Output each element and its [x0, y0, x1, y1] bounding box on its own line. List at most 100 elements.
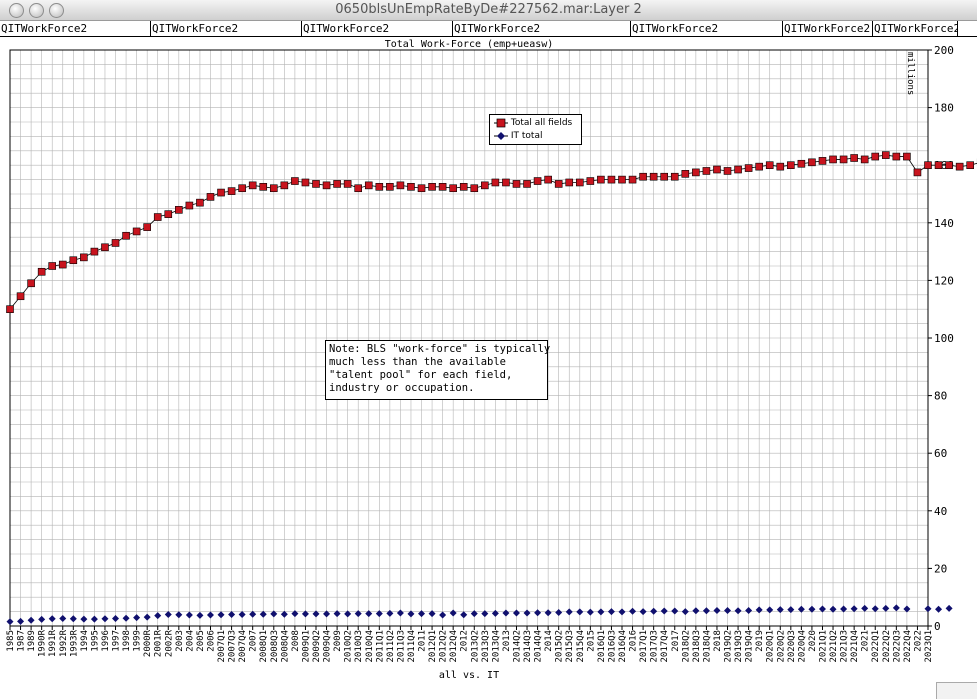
- data-point: [364, 181, 373, 190]
- legend-square-marker-icon: [494, 118, 508, 127]
- x-tick-label: 2014: [544, 630, 554, 652]
- data-point: [692, 168, 700, 177]
- chart-legend: Total all fields IT total: [489, 114, 582, 145]
- data-point: [37, 267, 46, 276]
- layer-tab-1[interactable]: QITWorkForce2: [0, 21, 151, 36]
- x-tick-label: 1999: [133, 630, 143, 652]
- data-point: [80, 615, 88, 623]
- layer-tab-6[interactable]: QITWorkForce2: [783, 21, 873, 36]
- chart-title: Total Work-Force (emp+ueasw): [385, 39, 554, 50]
- x-tick-label: 2012Q4: [449, 630, 459, 663]
- data-point: [544, 175, 552, 184]
- data-point: [333, 180, 341, 188]
- data-point: [438, 183, 447, 191]
- data-point: [892, 604, 900, 612]
- data-point: [766, 606, 774, 614]
- data-point: [365, 610, 373, 618]
- data-point: [344, 610, 352, 618]
- x-tick-label: 2011Q3: [396, 630, 406, 663]
- window-titlebar: 0650blsUnEmpRateByDe#227562.mar:Layer 2: [0, 0, 977, 21]
- data-point: [460, 611, 468, 619]
- data-point: [122, 614, 130, 622]
- data-point: [724, 606, 732, 614]
- legend-label-total: Total all fields: [510, 118, 573, 128]
- data-point: [228, 610, 236, 618]
- y-tick-label: 180: [934, 102, 954, 115]
- y-tick-label: 140: [934, 217, 954, 230]
- layer-tab-bar: QITWorkForce2 QITWorkForce2 QITWorkForce…: [0, 21, 977, 37]
- x-tick-label: 2015: [586, 630, 596, 652]
- data-point: [291, 177, 299, 185]
- data-point: [153, 213, 162, 221]
- data-point: [175, 611, 183, 619]
- y-tick-label: 100: [934, 332, 954, 345]
- data-point: [259, 610, 267, 618]
- close-window-button[interactable]: [9, 3, 24, 18]
- zoom-window-button[interactable]: [49, 3, 64, 18]
- data-point: [744, 164, 753, 172]
- data-point: [512, 180, 521, 188]
- x-tick-label: 2022Q1: [871, 630, 881, 663]
- data-point: [428, 610, 436, 618]
- x-tick-label: 2011Q4: [407, 630, 417, 663]
- data-point: [439, 611, 447, 619]
- legend-entry-total: Total all fields: [494, 117, 572, 129]
- x-tick-label: 2016: [629, 630, 639, 652]
- data-point: [797, 159, 806, 168]
- x-tick-label: 2022Q4: [903, 630, 913, 663]
- data-point: [27, 279, 35, 288]
- data-point: [111, 239, 120, 247]
- data-point: [143, 223, 151, 231]
- data-point: [945, 161, 953, 169]
- x-tick-labels: 1985 1987 1989 1990R 1991R 1992R 1993R 1994 1995…: [6, 626, 934, 663]
- x-tick-label: 2015Q3: [565, 630, 575, 663]
- data-point: [629, 607, 637, 615]
- layer-tab-7[interactable]: QITWorkForce2: [874, 21, 958, 36]
- data-point: [333, 610, 341, 618]
- layer-tab-3[interactable]: QITWorkForce2: [302, 21, 453, 36]
- data-point: [776, 606, 784, 614]
- x-tick-label: 2017: [671, 630, 681, 652]
- y-tick-label: 200: [934, 44, 954, 57]
- data-point: [112, 615, 120, 623]
- x-tick-label: 2009Q1: [301, 630, 311, 663]
- resize-grip-icon[interactable]: [936, 682, 977, 699]
- data-point: [702, 607, 710, 615]
- data-point: [491, 609, 499, 617]
- data-point: [618, 608, 626, 616]
- x-tick-label: 2001R: [154, 629, 164, 657]
- data-point: [280, 610, 288, 618]
- layer-tab-2[interactable]: QITWorkForce2: [151, 21, 302, 36]
- x-tick-label: 2023Q1: [924, 630, 934, 663]
- data-point: [639, 172, 647, 181]
- x-tick-label: 2009Q2: [312, 630, 322, 663]
- x-tick-label: 2012Q2: [439, 630, 449, 663]
- x-tick-label: 2017Q3: [650, 630, 660, 663]
- x-tick-label: 2018Q2: [681, 630, 691, 663]
- data-point: [185, 611, 193, 619]
- x-tick-label: 2004: [185, 630, 195, 652]
- data-point: [227, 187, 236, 195]
- data-point: [565, 608, 573, 616]
- note-line-4: industry or occupation.: [329, 382, 475, 394]
- x-tick-label: 2019Q4: [745, 630, 755, 663]
- x-tick-label: 1989: [27, 630, 37, 652]
- minimize-window-button[interactable]: [29, 3, 44, 18]
- data-point: [702, 167, 711, 175]
- data-point: [164, 610, 172, 618]
- data-point: [850, 605, 858, 613]
- data-point: [871, 152, 880, 161]
- layer-tab-5[interactable]: QITWorkForce2: [631, 21, 783, 36]
- x-tick-label: 2013Q3: [481, 630, 491, 663]
- layer-tab-4[interactable]: QITWorkForce2: [453, 21, 631, 36]
- data-point: [649, 172, 658, 181]
- data-point: [512, 609, 520, 617]
- data-point: [375, 610, 383, 618]
- x-tick-label: 2020Q2: [776, 630, 786, 663]
- x-tick-label: 2016Q1: [597, 630, 607, 663]
- data-point: [407, 183, 415, 191]
- x-tick-label: 2014Q3: [523, 630, 533, 663]
- data-point: [312, 610, 320, 618]
- data-point: [533, 177, 542, 185]
